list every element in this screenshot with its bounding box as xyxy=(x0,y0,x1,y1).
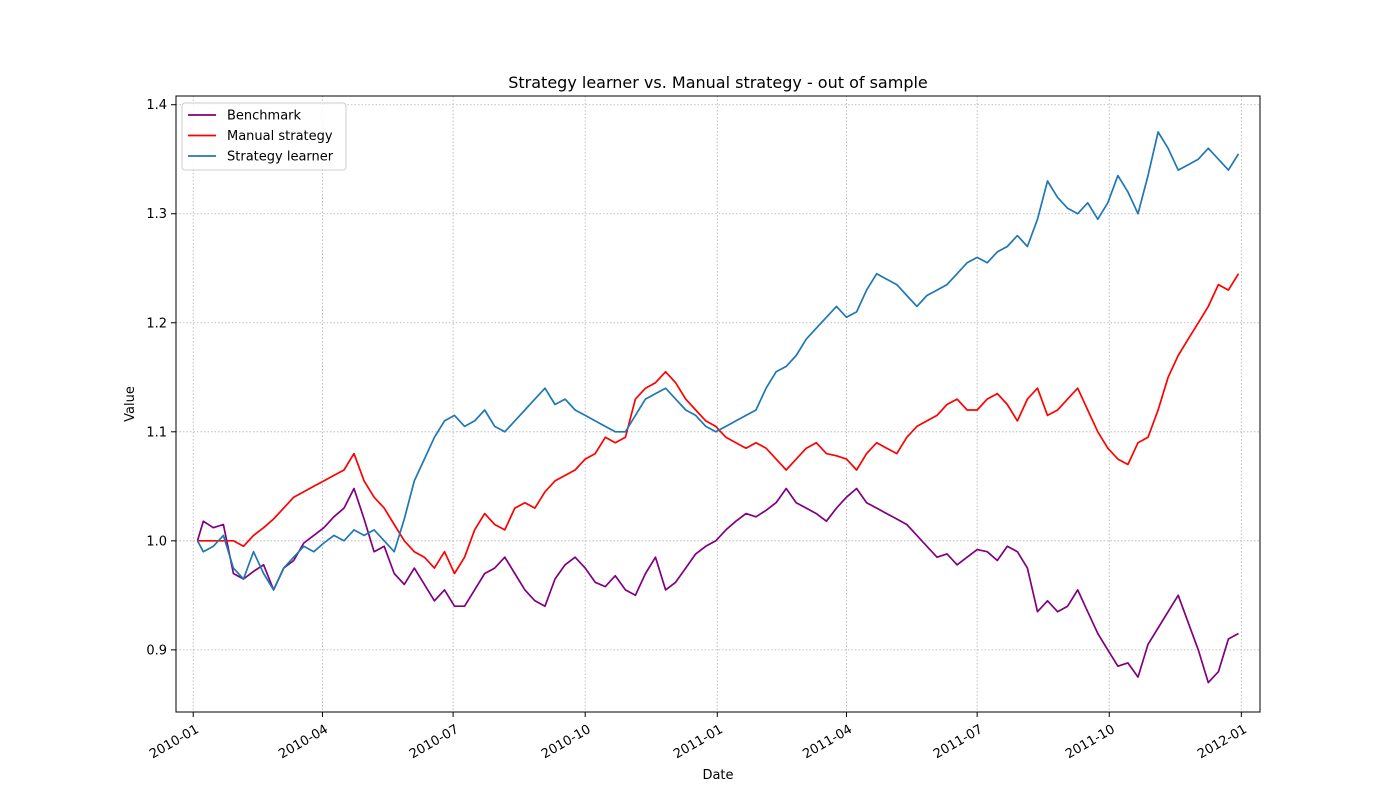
x-axis-title: Date xyxy=(702,768,733,783)
legend-label-benchmark: Benchmark xyxy=(227,109,302,124)
legend-items: Benchmark Manual strategy Strategy learner xyxy=(188,109,334,165)
legend-box xyxy=(181,102,347,171)
series-line-manual-strategy xyxy=(197,273,1240,575)
grid xyxy=(176,96,1260,712)
series-line-benchmark xyxy=(196,487,1239,684)
y-tick-label: 0.9 xyxy=(146,643,167,658)
y-tick-label: 1.3 xyxy=(146,207,167,222)
y-tick-label: 1.0 xyxy=(146,534,167,549)
series-line-strategy-learner xyxy=(196,131,1240,591)
y-tick-label: 1.1 xyxy=(146,425,167,440)
chart-title: Strategy learner vs. Manual strategy - o… xyxy=(508,73,928,92)
y-tick-label: 1.4 xyxy=(146,98,167,113)
y-axis-title: Value xyxy=(123,386,138,422)
y-tick-label: 1.2 xyxy=(146,316,167,331)
legend-label-strategy-learner: Strategy learner xyxy=(227,150,334,165)
plot-frame xyxy=(175,95,1261,713)
series-lines xyxy=(196,131,1240,684)
y-axis: 0.9 1.0 1.1 1.2 1.3 1.4 xyxy=(146,98,176,658)
legend: Benchmark Manual strategy Strategy learner xyxy=(181,102,347,171)
legend-label-manual-strategy: Manual strategy xyxy=(227,129,333,144)
